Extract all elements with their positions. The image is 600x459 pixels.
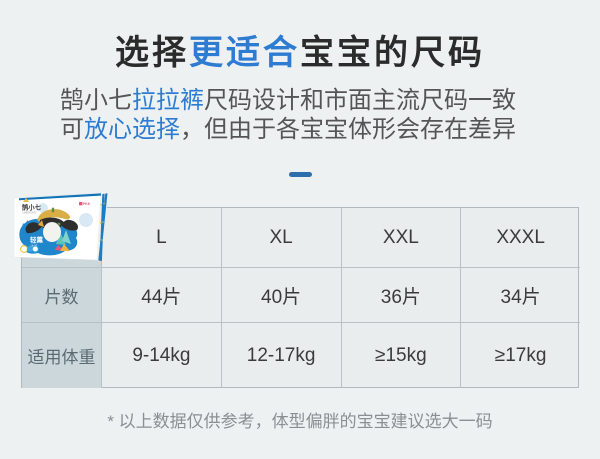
svg-text:轻薰: 轻薰 <box>30 235 44 244</box>
svg-text:CHENGXIN: CHENGXIN <box>22 211 36 215</box>
svg-text:PKK: PKK <box>83 202 91 206</box>
svg-text:鹄小七: 鹄小七 <box>22 203 42 212</box>
